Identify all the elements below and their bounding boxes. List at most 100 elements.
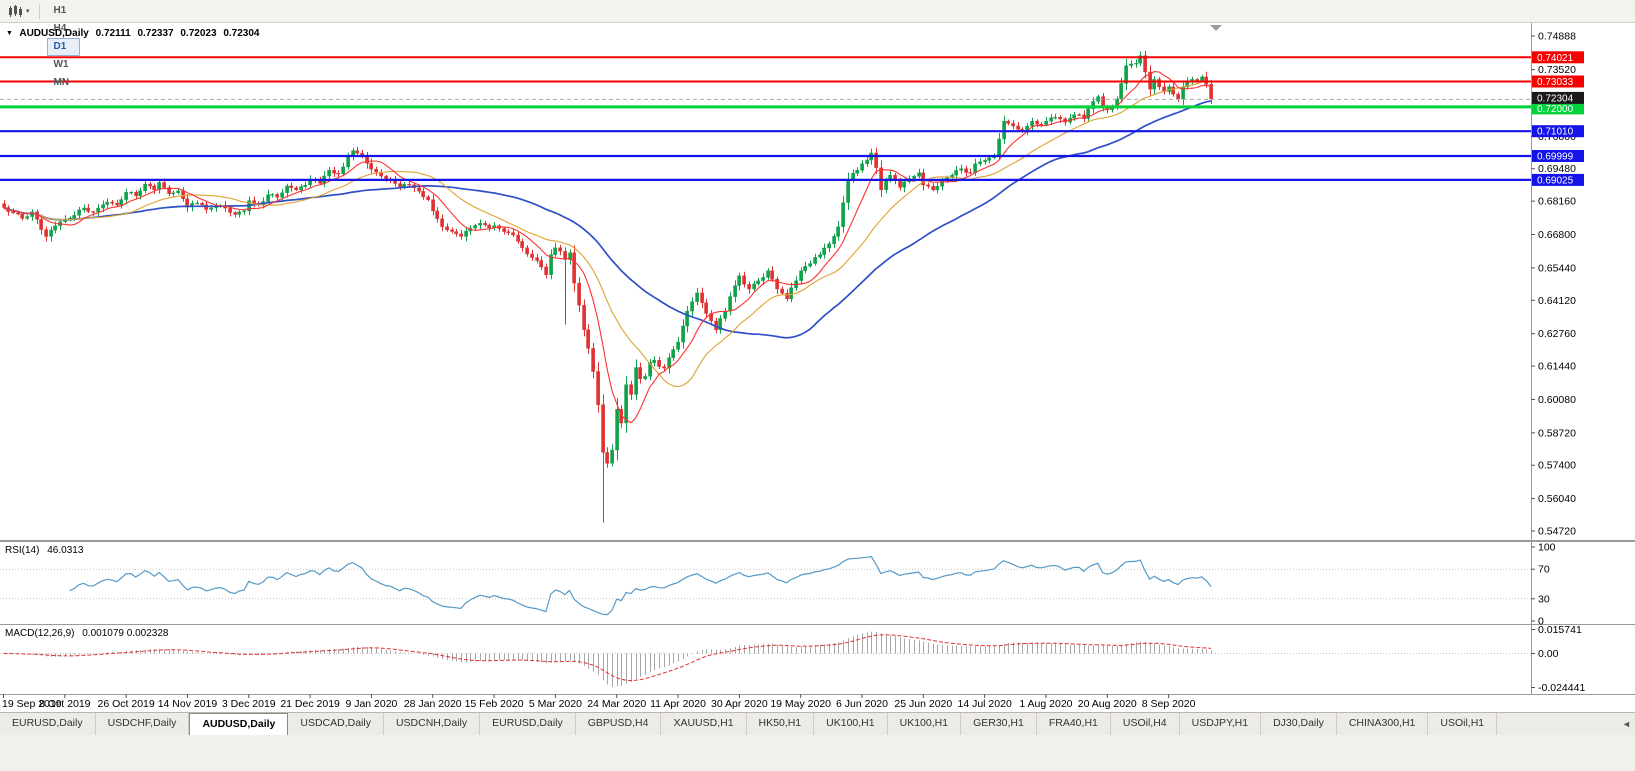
chart-type-icon[interactable]: ▾ xyxy=(4,3,33,19)
ohlc-open: 0.72111 xyxy=(95,28,131,39)
svg-text:0.69999: 0.69999 xyxy=(1537,152,1574,163)
chart-tab-xauusd-h1[interactable]: XAUUSD,H1 xyxy=(661,713,747,735)
chart-title: ▼ AUDUSD,Daily 0.72111 0.72337 0.72023 0… xyxy=(6,28,263,39)
chevron-down-icon: ▾ xyxy=(26,8,30,15)
time-axis-label: 14 Nov 2019 xyxy=(158,698,218,710)
price-axis-label: 0.68160 xyxy=(1538,196,1576,208)
chart-tab-bar: EURUSD,Daily USDCHF,Daily AUDUSD,Daily USDC… xyxy=(0,712,1635,735)
timeframe-button-mn[interactable]: MN xyxy=(53,77,70,88)
price-axis-label: 0.58720 xyxy=(1538,427,1576,439)
time-axis-label: 3 Dec 2019 xyxy=(222,698,276,710)
timeframe-button-h1[interactable]: H1 xyxy=(53,5,67,16)
horizontal-lines-layer[interactable] xyxy=(0,56,1531,181)
timeframe-button-h4[interactable]: H4 xyxy=(53,23,67,34)
time-axis-label: 5 Mar 2020 xyxy=(529,698,582,710)
chart-tab-dj30-daily[interactable]: DJ30,Daily xyxy=(1261,713,1337,735)
macd-indicator-label: MACD(12,26,9) 0.001079 0.002328 xyxy=(5,628,173,639)
time-axis-label: 26 Oct 2019 xyxy=(98,698,155,710)
time-axis-label: 8 Oct 2019 xyxy=(39,698,91,710)
price-axis-label: 0.73520 xyxy=(1538,64,1576,76)
hline-badge-0.72000 xyxy=(1532,102,1584,115)
time-axis-label: 6 Jun 2020 xyxy=(836,698,888,710)
time-axis-label: 8 Sep 2020 xyxy=(1142,698,1196,710)
macd-name: MACD(12,26,9) xyxy=(5,628,75,639)
price-badges: 0.74021 0.73033 0.72000 0.71010 0.69999 0.690… xyxy=(1532,51,1584,186)
chart-tab-usdcad-daily[interactable]: USDCAD,Daily xyxy=(288,713,384,735)
chart-tab-uk100-h1[interactable]: UK100,H1 xyxy=(887,713,962,735)
time-axis-label: 28 Jan 2020 xyxy=(404,698,462,710)
price-axis-label: 0.65440 xyxy=(1538,262,1576,274)
svg-text:0.72000: 0.72000 xyxy=(1537,104,1574,115)
hline-badge-0.69999 xyxy=(1532,150,1584,162)
chart-tab-china300-h1[interactable]: CHINA300,H1 xyxy=(1336,713,1429,735)
time-axis-label: 20 Aug 2020 xyxy=(1078,698,1137,710)
time-axis-label: 25 Jun 2020 xyxy=(894,698,952,710)
time-axis-label: 19 Sep 2019 xyxy=(2,698,62,710)
rsi-axis-label: 30 xyxy=(1538,593,1550,605)
timeframe-button-w1[interactable]: W1 xyxy=(53,59,69,70)
price-axis-label: 0.74888 xyxy=(1538,31,1576,43)
rsi-line xyxy=(69,556,1212,616)
hline-badge-0.73033 xyxy=(1532,75,1584,88)
ma-20-line xyxy=(3,80,1212,388)
macd-axis-label: -0.024441 xyxy=(1538,682,1585,694)
chart-tabs: EURUSD,Daily USDCHF,Daily AUDUSD,Daily USDC… xyxy=(0,713,1618,735)
svg-text:0.72304: 0.72304 xyxy=(1537,93,1574,104)
chart-tab-hk50-h1[interactable]: HK50,H1 xyxy=(746,713,815,735)
chart-tab-eurusd-daily[interactable]: EURUSD,Daily xyxy=(480,713,576,735)
time-axis-label: 1 Aug 2020 xyxy=(1019,698,1072,710)
svg-text:0.71010: 0.71010 xyxy=(1537,127,1574,138)
candlestick-chart-icon xyxy=(9,5,22,17)
time-axis-label: 11 Apr 2020 xyxy=(650,698,706,710)
svg-text:0.69025: 0.69025 xyxy=(1537,175,1574,186)
timeframe-button-d1[interactable]: D1 xyxy=(46,38,80,56)
macd-signal-line xyxy=(3,634,1212,682)
chart-tab-usdcnh-daily[interactable]: USDCNH,Daily xyxy=(383,713,481,735)
current-price-badge xyxy=(1532,91,1584,104)
chart-tab-ger30-h1[interactable]: GER30,H1 xyxy=(961,713,1037,735)
chart-canvas[interactable]: 0.748880.735200.721600.708000.694800.681… xyxy=(0,0,1635,712)
price-axis-label: 0.56040 xyxy=(1538,493,1576,505)
price-axis-label: 0.54720 xyxy=(1538,526,1576,538)
chart-tab-usoil-h1[interactable]: USOil,H1 xyxy=(1428,713,1498,735)
macd-axis-label: 0.00 xyxy=(1538,648,1559,660)
price-axis-label: 0.62760 xyxy=(1538,328,1576,340)
time-axis-label: 14 Jul 2020 xyxy=(957,698,1011,710)
chart-tab-audusd-daily[interactable]: AUDUSD,Daily xyxy=(189,713,289,735)
dropdown-triangle-icon[interactable]: ▼ xyxy=(6,30,13,37)
ma-45-line xyxy=(3,100,1212,339)
price-axis-label: 0.69480 xyxy=(1538,163,1576,175)
time-axis-label: 19 May 2020 xyxy=(770,698,831,710)
chart-tab-usdchf-daily[interactable]: USDCHF,Daily xyxy=(95,713,190,735)
chart-tab-fra40-h1[interactable]: FRA40,H1 xyxy=(1036,713,1111,735)
macd-values: 0.001079 0.002328 xyxy=(82,628,169,639)
chart-tab-gbpusd-h4[interactable]: GBPUSD,H4 xyxy=(575,713,662,735)
ohlc-high: 0.72337 xyxy=(137,28,174,39)
ohlc-close: 0.72304 xyxy=(223,28,260,39)
hline-badge-0.74021 xyxy=(1532,51,1584,64)
price-axis-label: 0.64120 xyxy=(1538,295,1576,307)
chart-tab-uk100-h1[interactable]: UK100,H1 xyxy=(814,713,888,735)
ohlc-low: 0.72023 xyxy=(180,28,217,39)
tab-scroll-left-button[interactable]: ◄ xyxy=(1622,719,1631,729)
macd-axis-label: 0.015741 xyxy=(1538,624,1582,636)
macd-pane: 0.015741 0.00 -0.024441 xyxy=(0,624,1585,694)
rsi-axis-label: 70 xyxy=(1538,564,1550,576)
chart-shift-marker[interactable] xyxy=(1210,25,1222,31)
svg-text:0.74021: 0.74021 xyxy=(1537,53,1574,64)
chart-tab-usoil-h4[interactable]: USOil,H4 xyxy=(1110,713,1180,735)
rsi-pane: 100 70 30 0 xyxy=(0,542,1556,628)
price-axis-label: 0.66800 xyxy=(1538,229,1576,241)
time-axis-label: 21 Dec 2019 xyxy=(280,698,340,710)
svg-text:0.73033: 0.73033 xyxy=(1537,77,1574,88)
hline-badge-0.71010 xyxy=(1532,125,1584,138)
time-axis-label: 15 Feb 2020 xyxy=(465,698,524,710)
moving-averages-layer xyxy=(3,71,1212,424)
time-axis-label: 30 Apr 2020 xyxy=(711,698,768,710)
chart-tab-usdjpy-h1[interactable]: USDJPY,H1 xyxy=(1179,713,1262,735)
hline-badge-0.69025 xyxy=(1532,173,1584,186)
price-axis-label: 0.57400 xyxy=(1538,460,1576,472)
chart-tab-eurusd-daily[interactable]: EURUSD,Daily xyxy=(0,713,96,735)
